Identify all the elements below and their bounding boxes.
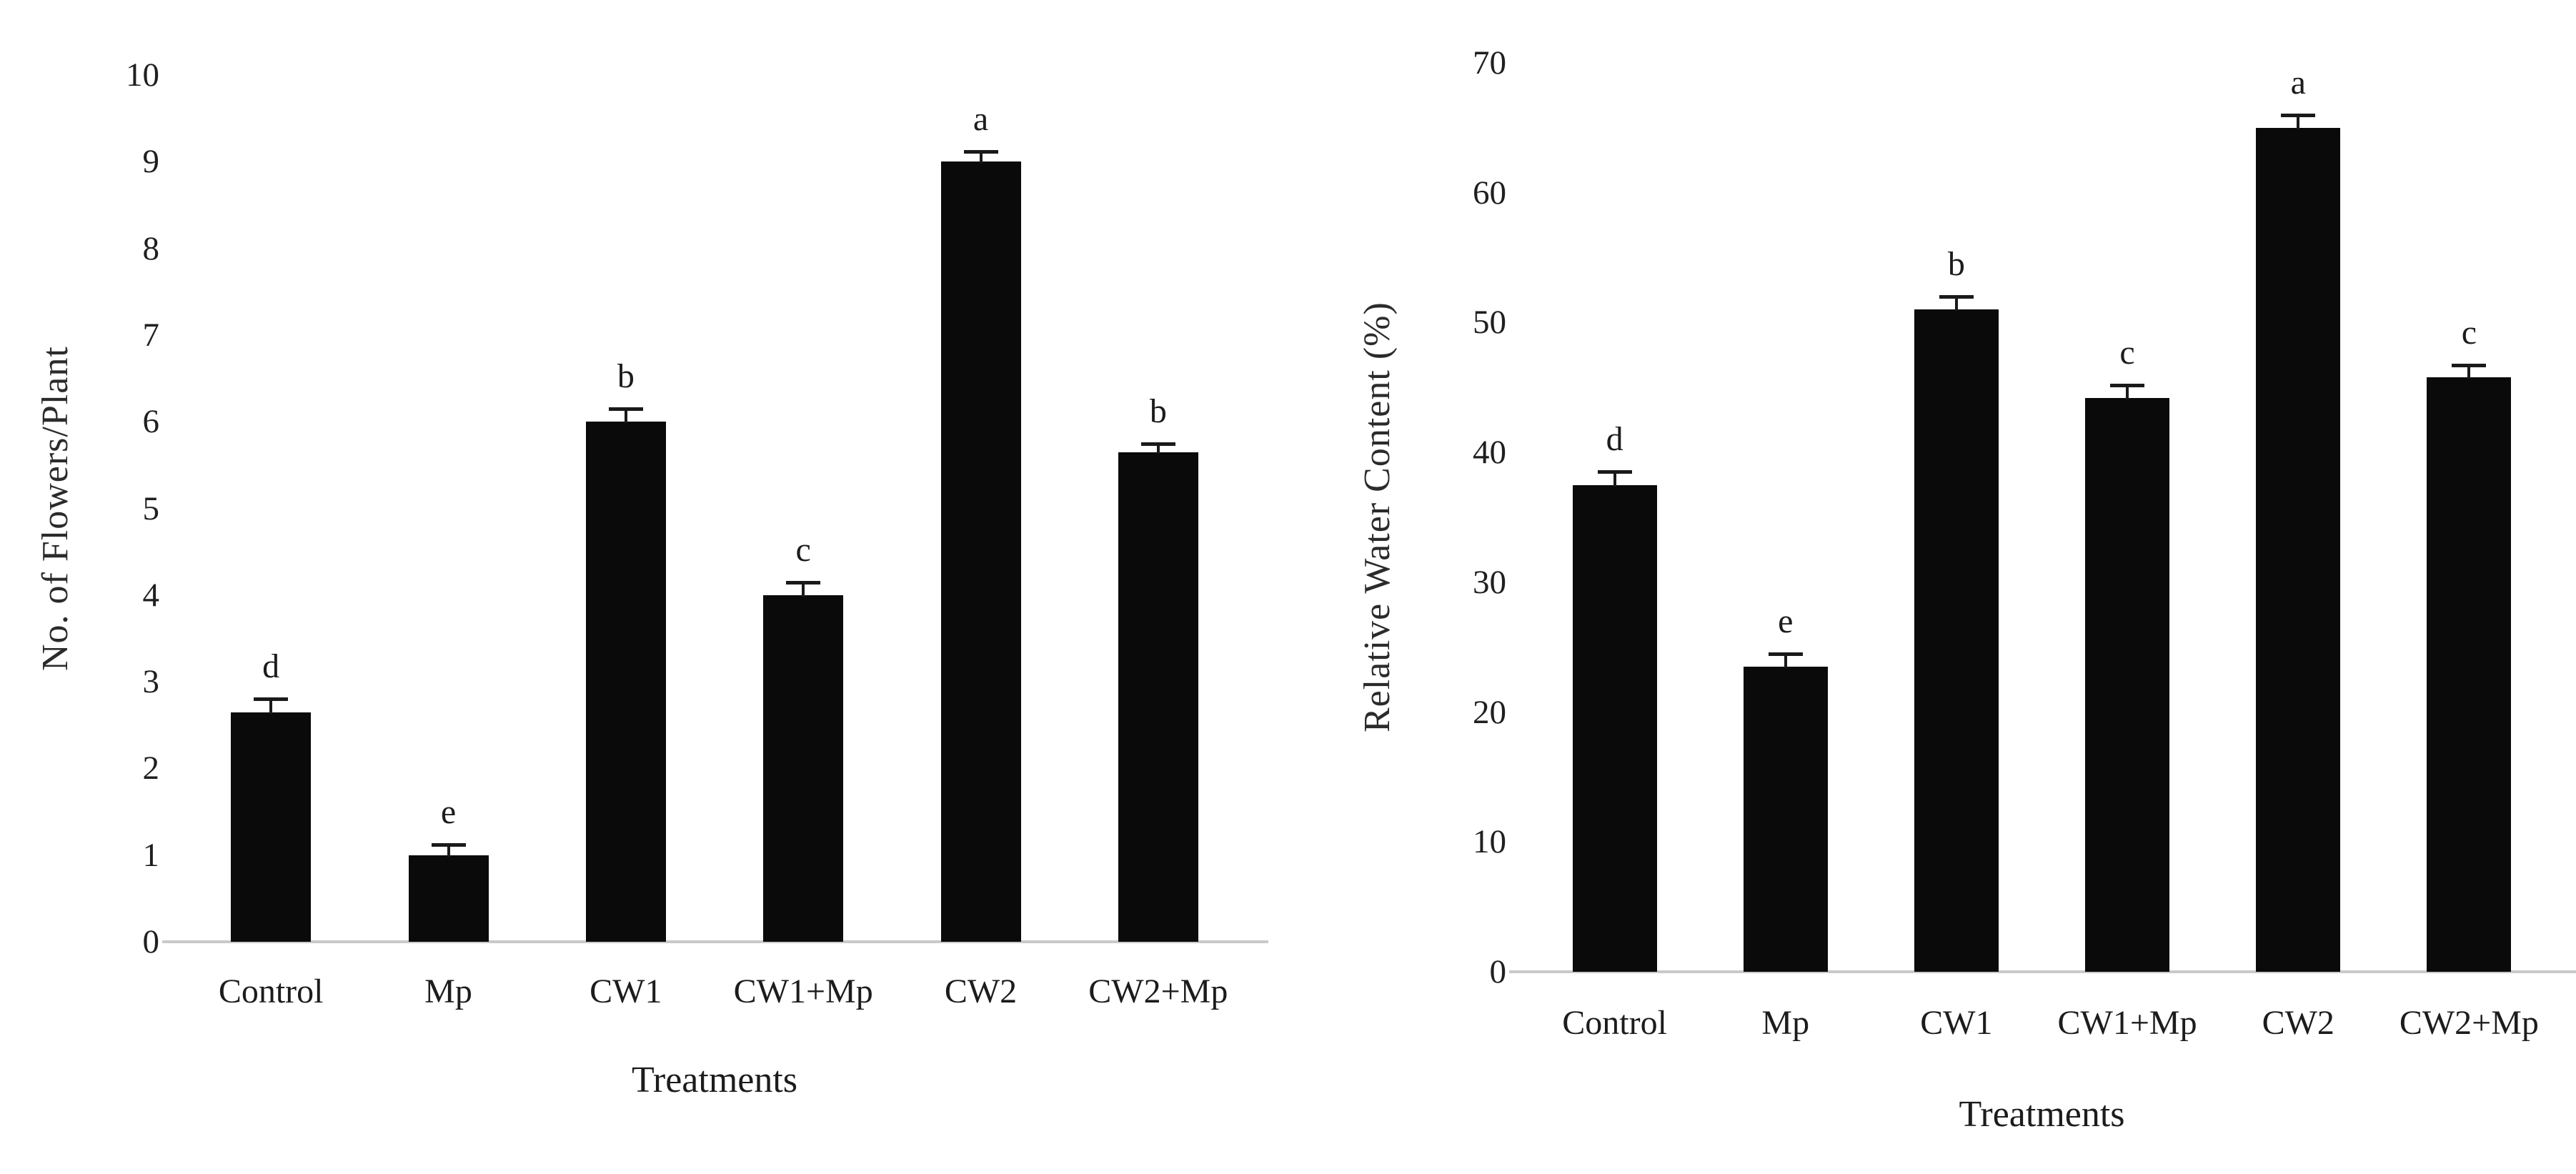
significance-letter: c [2461, 314, 2477, 352]
error-bar-cap [254, 697, 289, 702]
x-tick-label-CW1: CW1 [590, 972, 662, 1010]
error-bar-cap [1768, 652, 1803, 656]
x-tick-label-Mp: Mp [424, 972, 472, 1010]
x-tick-label-CW1+Mp: CW1+Mp [733, 972, 873, 1010]
y-tick-label: 40 [1473, 434, 1506, 472]
y-tick-label: 6 [142, 403, 160, 441]
y-tick-label: 2 [142, 750, 160, 787]
y-tick-label: 0 [1489, 953, 1507, 990]
y-tick-label: 7 [142, 316, 160, 354]
y-tick-label: 10 [126, 56, 159, 94]
x-tick-label-Control: Control [218, 972, 324, 1010]
x-tick-label-CW2+Mp: CW2+Mp [2399, 1004, 2539, 1042]
error-bar-line [1613, 472, 1616, 487]
x-tick-label-CW1: CW1 [1920, 1004, 1993, 1042]
x-axis-title: Treatments [631, 1060, 798, 1100]
significance-letter: d [1606, 420, 1623, 459]
x-tick-label-CW2: CW2 [2262, 1004, 2334, 1042]
significance-letter: b [617, 357, 635, 395]
error-bar-line [2126, 384, 2129, 399]
error-bar-line [802, 582, 805, 597]
bar-Mp [408, 855, 489, 942]
bar-CW2+Mp [1118, 452, 1198, 942]
x-tick-label-Control: Control [1562, 1004, 1667, 1042]
bar-Mp [1743, 666, 1828, 972]
significance-letter: e [1778, 602, 1794, 640]
y-tick-label: 30 [1473, 563, 1506, 601]
significance-letter: c [795, 530, 811, 569]
x-tick-label-CW2: CW2 [944, 972, 1018, 1010]
significance-letter: a [2290, 63, 2306, 101]
x-tick-label-CW1+Mp: CW1+Mp [2057, 1004, 2197, 1042]
y-tick-label: 20 [1473, 693, 1506, 731]
x-axis-line [162, 940, 1268, 943]
y-tick-label: 50 [1473, 304, 1506, 342]
significance-letter: b [1149, 392, 1167, 430]
x-tick-label-Mp: Mp [1761, 1004, 1810, 1042]
x-axis-line [1509, 970, 2576, 973]
plot-area: 0 10 20 30 40 50 60 70 d e b c a c [1473, 44, 2576, 990]
error-bar-cap [608, 407, 643, 412]
plot-area: 0 1 2 3 4 5 6 7 8 9 10 d e b c a b [126, 56, 1268, 960]
significance-letter: a [973, 99, 989, 138]
x-axis-labels: Control Mp CW1 CW1+Mp CW2 CW2+Mp [182, 966, 1247, 1018]
y-tick-label: 4 [142, 576, 160, 614]
y-tick-label: 8 [142, 229, 160, 267]
bar-CW1+Mp [763, 595, 844, 942]
y-tick-label: 0 [142, 923, 160, 960]
error-bar-line [1156, 443, 1160, 454]
significance-letter: b [1947, 245, 1965, 284]
bar-CW1 [1914, 309, 1999, 972]
x-tick-label-CW2+Mp: CW2+Mp [1088, 972, 1228, 1010]
y-tick-label: 10 [1473, 823, 1506, 861]
bar-Control [231, 712, 312, 942]
error-bar-cap [786, 580, 821, 584]
error-bar-line [1784, 653, 1787, 668]
bar-Control [1572, 484, 1657, 972]
error-bar-cap [1939, 295, 1974, 299]
bar-CW1 [585, 422, 666, 942]
error-bar-cap [2452, 364, 2487, 368]
error-bar-line [2297, 114, 2300, 129]
significance-letter: d [262, 647, 280, 686]
error-bar-line [624, 409, 627, 424]
error-bar-cap [963, 149, 998, 154]
y-tick-label: 70 [1473, 44, 1506, 81]
error-bar-line [269, 699, 273, 714]
error-bar-line [979, 151, 983, 164]
y-tick-label: 9 [142, 143, 160, 181]
bar-CW2 [940, 161, 1021, 942]
error-bar-cap [1597, 470, 1632, 474]
error-bar-line [447, 845, 450, 857]
bar-CW2 [2256, 127, 2341, 972]
error-bar-cap [431, 843, 466, 847]
y-tick-label: 1 [142, 836, 160, 874]
significance-letter: c [2119, 333, 2135, 372]
significance-letter: e [440, 793, 457, 832]
error-bar-cap [2281, 113, 2316, 117]
error-bar-line [2467, 365, 2471, 379]
x-axis-labels: Control Mp CW1 CW1+Mp CW2 CW2+Mp [1529, 998, 2555, 1049]
bar-CW2+Mp [2427, 377, 2512, 972]
x-axis-title: Treatments [1959, 1094, 2125, 1135]
error-bar-cap [1140, 442, 1175, 446]
bar-CW1+Mp [2085, 397, 2170, 972]
error-bar-line [1954, 297, 1958, 312]
y-tick-label: 3 [142, 663, 160, 701]
y-tick-label: 60 [1473, 174, 1506, 212]
y-tick-label: 5 [142, 489, 160, 527]
error-bar-cap [2110, 383, 2145, 387]
